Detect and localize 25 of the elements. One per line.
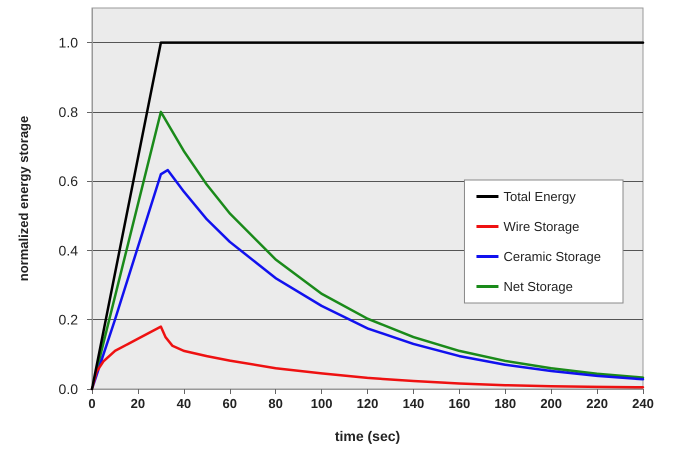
x-tick-label: 180: [494, 396, 516, 411]
x-tick-label: 240: [632, 396, 654, 411]
legend-label: Total Energy: [503, 189, 576, 204]
x-tick-label: 80: [268, 396, 283, 411]
y-tick-label: 0.2: [58, 312, 78, 328]
x-tick-label: 0: [88, 396, 96, 411]
x-tick-label: 60: [222, 396, 237, 411]
y-tick-label: 0.8: [58, 104, 78, 120]
y-tick-label: 1.0: [58, 34, 78, 51]
x-tick-label: 160: [448, 396, 470, 411]
legend-label: Wire Storage: [503, 219, 580, 234]
x-tick-label: 200: [540, 396, 562, 411]
x-tick-label: 220: [586, 396, 608, 411]
y-axis-title: normalized energy storage: [16, 116, 31, 282]
y-tick-label: 0.6: [58, 173, 78, 190]
x-tick-label: 100: [310, 396, 332, 411]
x-tick-label: 20: [130, 396, 146, 411]
x-tick-label: 40: [176, 396, 192, 411]
x-axis-title: time (sec): [334, 428, 400, 444]
y-tick-label: 0.4: [58, 242, 78, 258]
legend-label: Ceramic Storage: [503, 249, 602, 264]
y-tick-label: 0.0: [58, 381, 78, 397]
x-tick-label: 120: [356, 396, 378, 411]
legend-label: Net Storage: [503, 279, 573, 294]
x-tick-label: 140: [402, 396, 424, 411]
